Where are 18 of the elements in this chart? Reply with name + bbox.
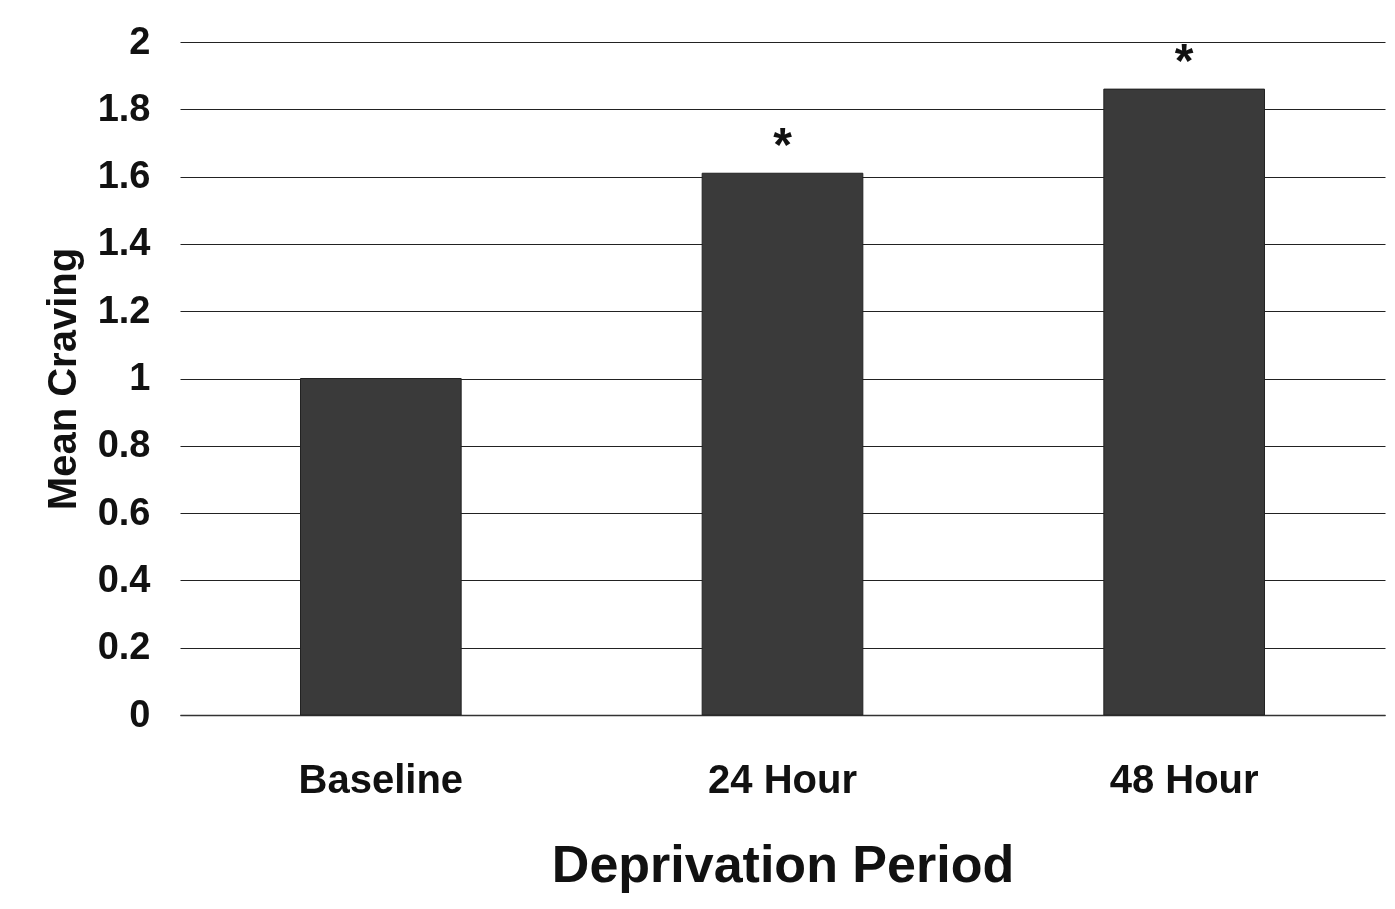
y-tick-label: 0 [129, 692, 151, 735]
y-tick-label: 0.4 [97, 557, 151, 600]
y-tick-label: 1.6 [97, 154, 151, 197]
x-axis-title: Deprivation Period [551, 834, 1015, 893]
annotation: * [1174, 34, 1194, 88]
y-tick-label: 2 [129, 19, 151, 62]
annotation: * [773, 118, 793, 172]
x-tick-label: 24 Hour [708, 756, 857, 801]
x-tick-label: Baseline [298, 756, 464, 801]
y-tick-label: 1.4 [97, 221, 151, 264]
y-tick-label: 1.2 [97, 288, 151, 331]
x-tick-label: 48 Hour [1109, 756, 1259, 801]
y-tick-label: 0.2 [97, 625, 151, 668]
y-tick-label: 1 [129, 356, 151, 398]
y-tick-label: 1.8 [97, 86, 151, 129]
y-tick-label: 0.8 [97, 423, 151, 466]
y-tick-label: 0.6 [97, 490, 151, 533]
y-axis-title: Mean Craving [39, 247, 84, 511]
